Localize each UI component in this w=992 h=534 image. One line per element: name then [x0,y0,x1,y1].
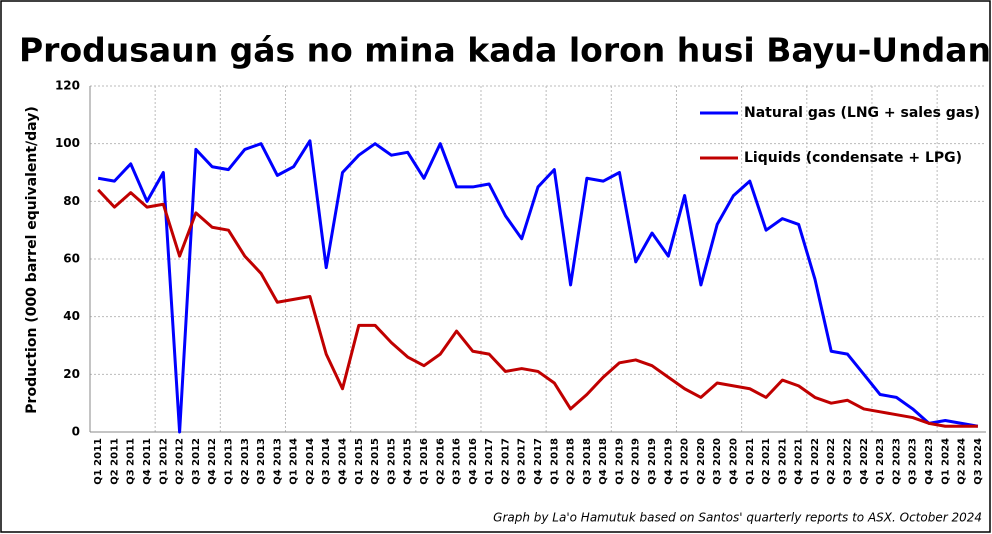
y-tick-label: 60 [63,252,80,266]
y-tick-label: 40 [63,309,80,323]
x-tick-label: Q1 2023 [875,438,886,485]
x-tick-label: Q4 2013 [272,438,283,485]
x-tick-label: Q2 2021 [761,438,772,485]
x-tick-label: Q2 2023 [891,438,902,485]
x-tick-label: Q4 2018 [598,438,609,485]
x-tick-label: Q3 2011 [126,438,137,485]
x-tick-label: Q3 2017 [517,438,528,485]
x-tick-label: Q1 2016 [419,438,430,485]
x-tick-label: Q4 2017 [533,438,544,485]
x-tick-label: Q1 2018 [549,438,560,485]
x-tick-label: Q4 2020 [728,438,739,485]
x-tick-label: Q4 2012 [207,438,218,485]
y-tick-label: 120 [55,79,80,93]
x-tick-label: Q1 2015 [354,438,365,485]
x-tick-label: Q1 2024 [940,438,951,485]
x-tick-label: Q2 2022 [826,438,837,485]
x-tick-label: Q2 2015 [370,438,381,485]
x-tick-label: Q2 2014 [305,438,316,485]
x-tick-label: Q2 2020 [696,438,707,485]
x-tick-label: Q2 2024 [957,438,968,485]
y-axis-label: Production (000 barrel equivalent/day) [24,106,40,413]
x-tick-label: Q2 2012 [175,438,186,485]
y-tick-label: 0 [72,425,80,439]
source-note: Graph by La'o Hamutuk based on Santos' q… [493,511,982,525]
x-tick-label: Q3 2022 [843,438,854,485]
chart-title: Produsaun gás no mina kada loron husi Ba… [19,31,991,70]
x-tick-label: Q2 2019 [631,438,642,485]
x-tick-label: Q2 2017 [500,438,511,485]
x-tick-label: Q4 2011 [142,438,153,485]
x-tick-label: Q4 2023 [924,438,935,485]
x-tick-label: Q3 2013 [256,438,267,485]
series-line [97,188,978,428]
x-tick-label: Q2 2018 [566,438,577,485]
y-tick-label: 100 [55,136,80,150]
x-tick-label: Q3 2023 [908,438,919,485]
x-tick-label: Q2 2013 [240,438,251,485]
x-tick-label: Q3 2016 [452,438,463,485]
x-tick-label: Q2 2016 [435,438,446,485]
x-tick-label: Q1 2021 [745,438,756,485]
x-tick-label: Q1 2019 [614,438,625,485]
x-tick-label: Q4 2016 [468,438,479,485]
x-tick-label: Q2 2011 [109,438,120,485]
legend-label: Natural gas (LNG + sales gas) [744,105,980,121]
x-tick-label: Q4 2022 [859,438,870,485]
x-tick-label: Q1 2013 [223,438,234,485]
x-tick-label: Q4 2014 [338,438,349,485]
x-tick-label: Q3 2020 [712,438,723,485]
x-tick-label: Q1 2011 [93,438,104,485]
x-tick-label: Q1 2017 [484,438,495,485]
x-tick-label: Q3 2021 [777,438,788,485]
x-tick-label: Q4 2015 [403,438,414,485]
legend-label: Liquids (condensate + LPG) [744,150,962,166]
y-tick-label: 80 [63,194,80,208]
x-tick-label: Q4 2019 [663,438,674,485]
x-tick-label: Q1 2020 [680,438,691,485]
series-line [97,139,979,434]
x-tick-label: Q3 2014 [321,438,332,485]
x-tick-label: Q3 2015 [386,438,397,485]
x-tick-label: Q4 2021 [794,438,805,485]
x-tick-label: Q1 2022 [810,438,821,485]
x-tick-label: Q3 2012 [191,438,202,485]
x-tick-label: Q3 2018 [582,438,593,485]
x-tick-label: Q1 2012 [158,438,169,485]
y-tick-label: 20 [63,367,80,381]
x-tick-label: Q3 2024 [973,438,984,485]
x-tick-label: Q3 2019 [647,438,658,485]
x-tick-label: Q1 2014 [289,438,300,485]
